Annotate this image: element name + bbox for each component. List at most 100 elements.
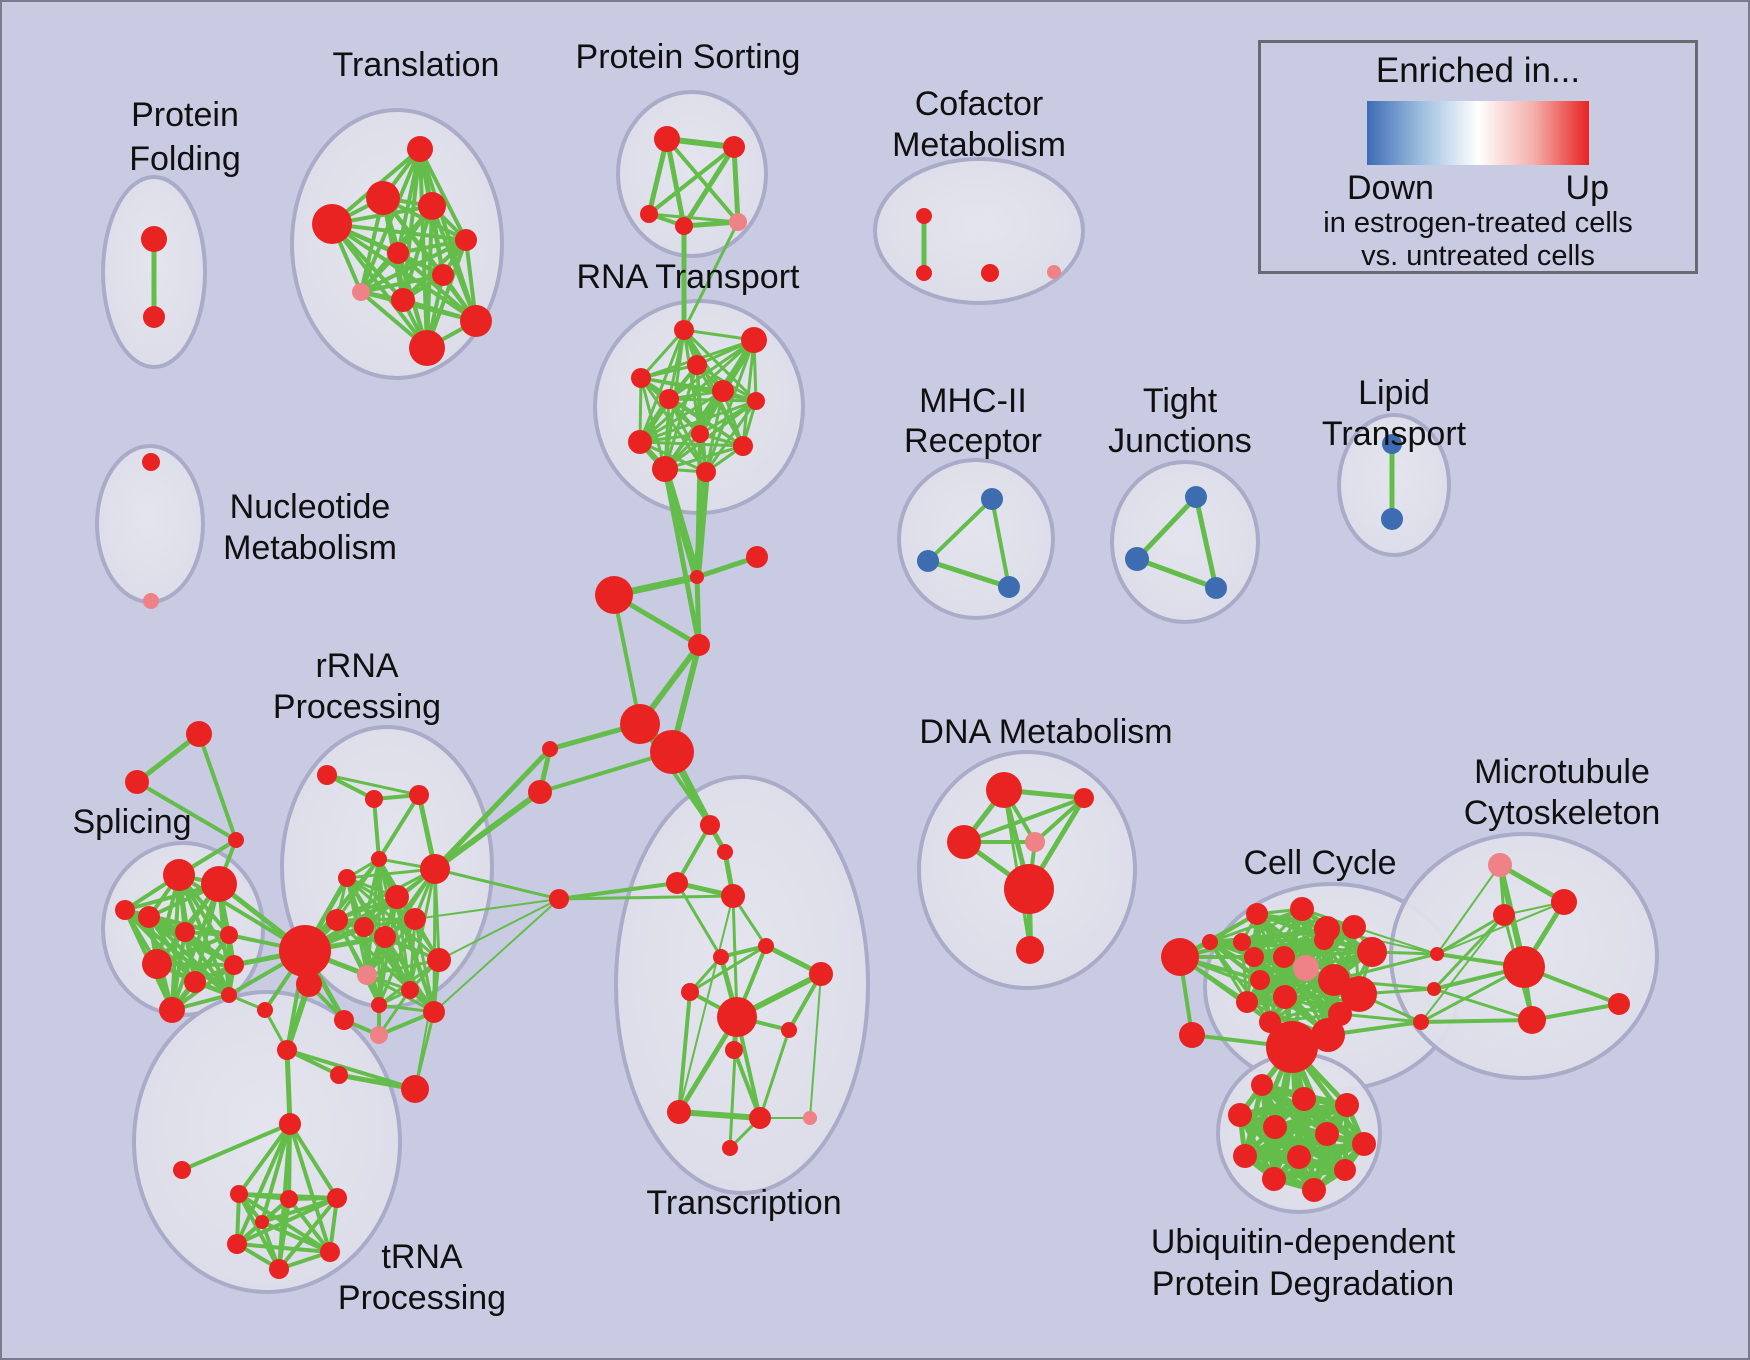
network-edge	[612, 593, 642, 726]
network-nodes	[115, 126, 1630, 1279]
network-node	[404, 908, 426, 930]
network-edge	[675, 823, 712, 885]
network-node	[317, 765, 337, 785]
network-edge	[925, 558, 1012, 590]
network-edge	[284, 1047, 293, 1127]
network-node	[700, 815, 720, 835]
legend-up-label: Up	[1565, 169, 1609, 207]
network-node	[1202, 934, 1218, 950]
network-node	[528, 780, 552, 804]
network-edge	[260, 1122, 292, 1224]
network-node	[125, 770, 149, 794]
network-node	[690, 570, 704, 584]
network-edge	[638, 722, 712, 827]
network-edge	[1208, 907, 1304, 944]
network-edge	[638, 399, 758, 444]
network-node	[741, 327, 767, 353]
network-edge	[663, 399, 758, 471]
network-node	[1382, 434, 1402, 454]
cluster-label-ubiquitin-degradation: Protein Degradation	[1152, 1265, 1454, 1303]
network-edge	[639, 328, 686, 380]
network-edge	[1134, 556, 1219, 591]
network-node	[326, 909, 348, 931]
network-node	[374, 926, 396, 948]
network-node	[781, 1022, 797, 1038]
network-node	[1273, 946, 1295, 968]
cluster-label-trna-processing: tRNA	[381, 1238, 463, 1276]
network-node	[1293, 955, 1319, 981]
network-edge	[377, 793, 421, 861]
network-edge	[1530, 1002, 1621, 1022]
network-node	[407, 136, 433, 162]
network-node	[138, 906, 160, 928]
network-node	[159, 997, 185, 1023]
network-node	[220, 926, 238, 944]
network-edge	[728, 1015, 739, 1150]
network-node	[681, 983, 699, 1001]
network-node	[803, 1111, 817, 1125]
cluster-ellipse-mhc-ii-receptor	[897, 458, 1055, 620]
network-node	[371, 997, 387, 1013]
network-node	[354, 917, 374, 937]
network-node	[1236, 991, 1258, 1013]
network-node	[717, 844, 733, 860]
network-edge	[681, 144, 737, 229]
network-edge	[432, 789, 543, 872]
network-edge	[704, 399, 758, 474]
network-edge	[235, 1196, 339, 1246]
network-node	[277, 1040, 297, 1060]
network-edge	[438, 898, 560, 961]
cluster-label-cofactor-metabolism: Cofactor	[915, 85, 1044, 123]
network-node	[1518, 1006, 1546, 1034]
network-edge	[237, 1192, 281, 1271]
network-edge	[235, 1242, 332, 1254]
network-node	[1246, 903, 1268, 925]
network-edge	[662, 466, 702, 648]
network-edge	[1419, 1018, 1534, 1024]
network-edge	[677, 990, 692, 1114]
network-node	[667, 1100, 691, 1124]
network-node	[455, 229, 477, 251]
network-node	[1185, 486, 1207, 508]
network-node	[142, 949, 172, 979]
network-node	[269, 1259, 289, 1279]
network-node	[1074, 788, 1094, 808]
network-node	[691, 425, 709, 443]
network-node	[542, 741, 558, 757]
network-node	[947, 825, 981, 859]
network-node	[723, 136, 745, 158]
cluster-labels: Protein Folding Translation Protein Sorting…	[72, 38, 1660, 1317]
network-edge	[197, 732, 238, 842]
network-edge	[681, 219, 741, 229]
network-node	[749, 1107, 771, 1129]
network-edge	[667, 338, 756, 401]
network-edge	[675, 881, 723, 959]
network-node	[1125, 547, 1149, 571]
network-node	[746, 546, 768, 568]
cluster-label-protein-sorting: Protein Sorting	[576, 38, 801, 76]
network-node	[1004, 864, 1054, 914]
network-edge	[237, 1122, 292, 1196]
network-node	[1266, 1021, 1318, 1073]
network-node	[1250, 970, 1270, 990]
network-node	[1551, 889, 1577, 915]
network-node	[352, 283, 370, 301]
network-node	[1244, 947, 1264, 967]
network-node	[279, 925, 331, 977]
network-node	[184, 971, 206, 993]
cluster-ellipse-transcription	[614, 775, 870, 1195]
network-node	[1315, 1122, 1339, 1146]
network-edge	[731, 894, 739, 1019]
cluster-ellipse-protein-sorting	[616, 90, 768, 258]
network-edge	[277, 1197, 291, 1271]
network-node	[721, 884, 745, 908]
network-edge	[663, 444, 745, 471]
network-node	[713, 949, 729, 965]
cluster-label-nucleotide-metabolism: Nucleotide	[230, 488, 391, 526]
cluster-label-rrna-processing: rRNA	[315, 647, 398, 685]
legend-gradient-bar	[1367, 101, 1589, 165]
cluster-label-tight-junctions: Tight	[1143, 382, 1218, 420]
network-node	[366, 181, 400, 215]
network-node	[981, 488, 1003, 510]
network-edge	[395, 895, 436, 1014]
